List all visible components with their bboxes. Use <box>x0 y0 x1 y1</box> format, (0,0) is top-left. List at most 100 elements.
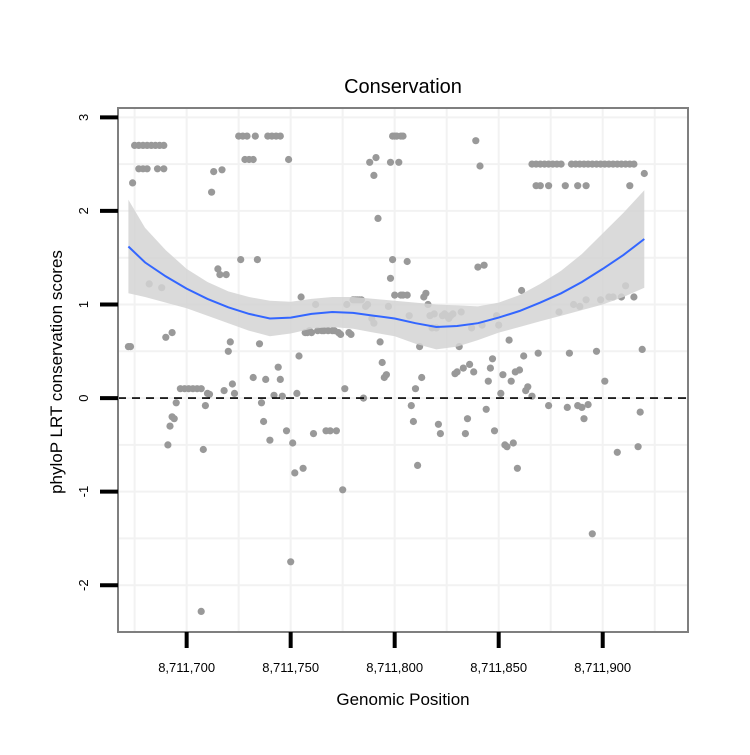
data-point <box>399 132 407 140</box>
data-point <box>638 345 646 353</box>
data-point <box>287 558 295 566</box>
data-point <box>630 293 638 301</box>
data-point <box>341 385 349 393</box>
data-point <box>197 385 205 393</box>
data-point <box>168 329 176 337</box>
data-point <box>249 155 257 164</box>
data-point <box>339 486 347 494</box>
data-point <box>557 160 565 168</box>
data-point <box>243 132 251 140</box>
data-point <box>386 274 395 282</box>
data-point <box>126 343 135 351</box>
data-point <box>636 408 644 416</box>
data-point <box>299 464 307 472</box>
data-point <box>515 366 524 374</box>
data-point <box>216 271 224 279</box>
data-point <box>466 360 474 368</box>
data-point <box>347 330 355 338</box>
data-point <box>418 373 426 382</box>
x-axis-label: Genomic Position <box>336 690 469 709</box>
data-point <box>332 427 340 435</box>
x-axis: 8,711,700 8,711,750 8,711,800 8,711,850 8,71… <box>158 632 631 675</box>
data-point <box>230 389 239 397</box>
data-point <box>584 401 592 409</box>
panel-border <box>117 107 689 633</box>
chart-title: Conservation <box>344 76 462 98</box>
data-point <box>403 257 411 266</box>
data-point <box>453 368 461 376</box>
data-point <box>166 422 174 430</box>
data-point <box>403 291 411 299</box>
data-point <box>170 415 178 423</box>
data-point <box>470 368 478 376</box>
data-point <box>386 158 395 166</box>
data-point <box>482 405 490 413</box>
data-point <box>434 420 442 428</box>
plot-panel <box>117 107 689 633</box>
data-point <box>414 461 422 469</box>
data-point <box>172 399 180 407</box>
data-point <box>160 165 168 173</box>
data-point <box>409 417 417 426</box>
data-point <box>129 179 137 187</box>
data-point <box>461 430 469 438</box>
data-point <box>257 399 266 407</box>
data-point <box>143 165 151 173</box>
data-point <box>484 377 492 385</box>
data-point <box>326 427 334 435</box>
data-point <box>382 371 390 379</box>
data-point <box>630 160 638 168</box>
y-tick-label: 2 <box>76 207 91 214</box>
x-tick-label: 8,711,800 <box>366 660 423 675</box>
data-point <box>563 403 571 411</box>
data-point <box>626 182 634 190</box>
data-point <box>520 352 528 360</box>
data-point <box>295 352 303 360</box>
data-point <box>220 387 228 395</box>
data-point <box>509 439 517 447</box>
data-point <box>228 380 236 388</box>
data-point <box>197 607 205 616</box>
data-point <box>486 364 494 372</box>
data-point <box>276 132 284 140</box>
data-point <box>395 158 403 166</box>
data-point <box>307 329 316 337</box>
data-point <box>507 377 515 385</box>
data-point <box>601 377 609 385</box>
data-point <box>262 375 270 383</box>
data-point <box>237 256 245 264</box>
data-point <box>497 389 505 397</box>
y-axis: -2 -1 0 1 2 3 <box>76 114 118 591</box>
data-point <box>391 291 399 299</box>
data-point <box>214 265 222 273</box>
y-tick-label: 3 <box>76 114 91 121</box>
data-point <box>534 349 542 357</box>
data-point <box>524 383 532 391</box>
data-point <box>463 415 472 423</box>
data-point <box>580 415 588 423</box>
data-point <box>278 392 286 400</box>
data-point <box>337 330 345 338</box>
data-point <box>291 469 299 477</box>
y-tick-label: -1 <box>76 486 91 498</box>
data-point <box>372 154 380 162</box>
data-point <box>634 443 642 451</box>
data-point <box>366 158 374 166</box>
data-point <box>613 448 621 456</box>
data-point <box>153 165 162 173</box>
x-tick-label: 8,711,700 <box>158 660 215 675</box>
data-point <box>582 182 590 190</box>
data-point <box>285 155 293 164</box>
data-point <box>472 137 480 145</box>
data-point <box>407 402 415 410</box>
data-point <box>226 338 234 346</box>
data-point <box>545 182 553 190</box>
data-point <box>578 403 586 411</box>
data-point <box>370 171 378 179</box>
data-point <box>309 430 318 438</box>
data-point <box>378 358 386 367</box>
data-point <box>490 427 499 435</box>
x-tick-label: 8,711,900 <box>574 660 631 675</box>
data-point <box>255 340 264 348</box>
data-point <box>162 333 170 341</box>
